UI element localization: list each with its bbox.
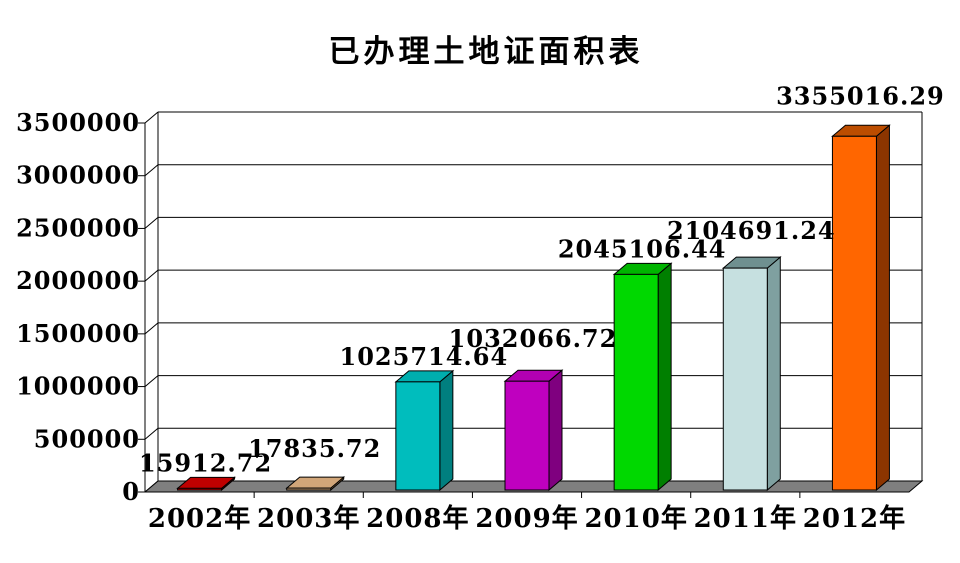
x-category-label: 2010年 (584, 503, 687, 534)
y-tick-label: 1000000 (16, 372, 140, 401)
y-tick-label: 3000000 (16, 161, 140, 190)
bar-2012年 (831, 124, 891, 492)
wall-grid-stub (144, 164, 159, 177)
data-label-2003年: 17835.72 (248, 434, 381, 463)
y-tick-label: 0 (122, 477, 140, 506)
bar-2002年 (176, 476, 236, 492)
y-tick-label: 500000 (34, 424, 140, 453)
bar-2009年 (503, 369, 564, 492)
bar-2010年 (612, 262, 673, 492)
bar-front-face (831, 135, 877, 491)
y-tick-label: 1500000 (16, 319, 140, 348)
bar-2003年 (285, 476, 346, 492)
y-tick-label: 2000000 (16, 266, 140, 295)
data-label-2012年: 3355016.29 (776, 81, 945, 110)
bar-front-face (177, 487, 223, 491)
bar-side-face (548, 369, 563, 492)
data-label-2008年: 1025714.64 (340, 342, 509, 371)
data-label-2011年: 2104691.24 (667, 216, 836, 245)
gridlines (158, 111, 922, 429)
bar-side-face (439, 369, 454, 492)
wall-grid-stub (144, 217, 159, 229)
bar-front-face (613, 273, 659, 491)
y-axis-labels: 0 500000 1000000 1500000 2000000 2500000 30000… (16, 108, 140, 506)
chart-title: 已办理土地证面积表 (329, 34, 644, 70)
x-category-label: 2003年 (257, 503, 360, 534)
wall-grid-stub (144, 322, 159, 335)
bars (176, 124, 891, 492)
y-tick-label: 3500000 (16, 108, 140, 137)
bar-2011年 (721, 256, 782, 492)
wall-grid-stub (144, 375, 159, 387)
bar-side-face (657, 262, 672, 492)
x-axis-labels: 2002年 2003年 2008年 2009年 2010年 2011年 2012年 (148, 503, 906, 534)
x-category-label: 2012年 (803, 503, 906, 534)
y-tick-label: 2500000 (16, 213, 140, 242)
wall-grid-stub (144, 427, 159, 440)
bar-side-face (766, 256, 781, 492)
data-label-2010年: 2045106.44 (558, 234, 727, 263)
bar-side-face (875, 124, 890, 492)
bar-2008年 (394, 369, 455, 492)
data-label-2002年: 15912.72 (139, 448, 272, 477)
x-category-label: 2011年 (694, 503, 797, 534)
y-axis-wall (138, 111, 923, 493)
x-category-label: 2009年 (475, 503, 578, 534)
x-category-label: 2008年 (366, 503, 469, 534)
bar-front-face (395, 381, 441, 491)
wall-grid-stub (144, 269, 159, 282)
x-category-label: 2002年 (148, 503, 251, 534)
bar-front-face (504, 380, 550, 491)
bar-front-face (286, 487, 332, 491)
wall-grid-stub (144, 111, 159, 124)
bar-front-face (722, 267, 768, 491)
data-label-2009年: 1032066.72 (449, 324, 618, 353)
